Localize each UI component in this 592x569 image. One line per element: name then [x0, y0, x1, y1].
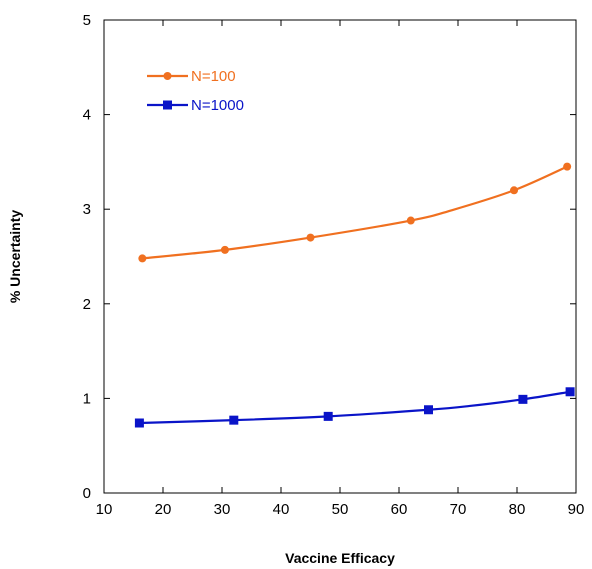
x-tick-label: 90 [568, 501, 585, 518]
legend-label: N=1000 [191, 97, 244, 114]
x-axis-ticks: 10 20 30 40 50 60 70 80 90 [96, 20, 585, 518]
y-tick-label: 1 [83, 390, 91, 407]
series-line [142, 165, 568, 260]
x-tick-label: 70 [450, 501, 467, 518]
x-tick-label: 80 [509, 501, 526, 518]
legend-swatch-marker [163, 100, 172, 110]
y-tick-label: 2 [83, 296, 91, 313]
y-axis-title: % Uncertainty [7, 210, 23, 304]
x-tick-label: 50 [332, 501, 349, 518]
data-point [424, 405, 433, 415]
data-point [565, 387, 575, 397]
y-tick-label: 3 [83, 201, 91, 218]
x-tick-label: 10 [96, 501, 113, 518]
y-tick-label: 5 [83, 12, 91, 29]
x-tick-label: 40 [273, 501, 290, 518]
series-1 [134, 387, 575, 428]
data-point [323, 411, 333, 421]
data-point [138, 254, 147, 263]
x-tick-label: 20 [155, 501, 172, 518]
series-0 [138, 162, 572, 263]
x-axis-title: Vaccine Efficacy [285, 550, 395, 566]
legend-item: N=100 [147, 68, 236, 85]
legend-swatch-marker [163, 72, 172, 80]
data-point [229, 415, 239, 425]
plot-area-frame [103, 19, 577, 494]
data-point [220, 245, 229, 254]
legend-item: N=1000 [147, 97, 244, 114]
data-point [406, 216, 415, 225]
series-layer [134, 162, 575, 428]
data-point [563, 162, 572, 171]
series-line [139, 390, 571, 425]
data-point [518, 394, 528, 404]
data-point [306, 233, 315, 242]
data-point [134, 418, 144, 428]
y-tick-label: 0 [83, 485, 91, 502]
legend-label: N=100 [191, 68, 236, 85]
legend: N=100 N=1000 [147, 68, 244, 114]
x-tick-label: 60 [391, 501, 408, 518]
x-tick-label: 30 [214, 501, 231, 518]
y-tick-label: 4 [83, 107, 91, 124]
data-point [510, 186, 519, 195]
